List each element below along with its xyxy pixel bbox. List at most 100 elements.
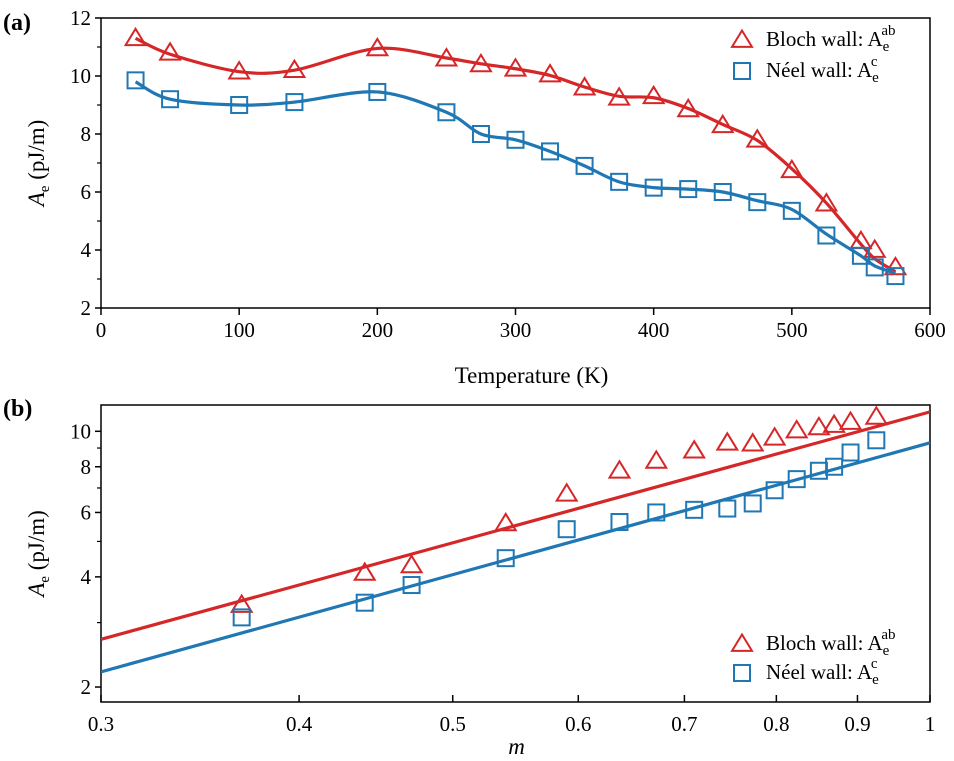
data-point: [682, 439, 706, 459]
data-point: [161, 90, 180, 109]
data-point: [158, 41, 182, 61]
x-tick-label: 100: [223, 318, 255, 342]
data-point: [718, 499, 737, 518]
y-tick-label: 2: [81, 675, 92, 699]
data-point: [679, 180, 698, 199]
y-tick-label: 4: [81, 565, 92, 589]
x-axis-title: m: [508, 734, 525, 759]
data-point: [743, 494, 762, 513]
x-tick-label: 1: [925, 712, 936, 736]
x-tick-label: 0.4: [286, 712, 313, 736]
data-point: [471, 125, 490, 143]
x-tick-label: 600: [914, 318, 946, 342]
x-tick-label: 400: [638, 318, 670, 342]
x-tick-label: 500: [776, 318, 808, 342]
series-neel: [101, 431, 930, 674]
data-point: [784, 419, 809, 439]
data-point: [780, 158, 804, 179]
data-point: [841, 443, 860, 462]
y-tick-label: 10: [70, 64, 91, 88]
panel-label: (a): [3, 10, 31, 36]
x-tick-label: 0.8: [763, 712, 789, 736]
panel-label: (b): [3, 396, 32, 422]
data-point: [506, 130, 525, 149]
data-point: [493, 512, 518, 532]
x-tick-label: 0.9: [844, 712, 870, 736]
y-tick-label: 8: [81, 122, 92, 146]
data-point: [227, 60, 251, 80]
x-tick-label: 0.6: [565, 712, 591, 736]
y-tick-label: 10: [70, 419, 91, 443]
data-point: [610, 172, 629, 191]
y-tick-label: 6: [81, 180, 92, 204]
data-point: [365, 37, 390, 57]
series-neel: [126, 71, 905, 286]
data-point: [814, 192, 839, 212]
data-point: [748, 193, 767, 212]
data-point: [232, 608, 251, 627]
series-bloch: [101, 405, 930, 641]
data-point: [496, 549, 515, 568]
data-point: [399, 553, 424, 574]
data-point: [647, 503, 666, 522]
data-point: [740, 432, 765, 452]
data-point: [355, 593, 374, 612]
legend-entry-1: Néel wall: Aec: [766, 54, 879, 86]
chart-panel-a: 0 100 200 300 400 500 600 2 4 6 8 10 12 Temperature (…: [3, 6, 946, 388]
fit-line: [101, 441, 930, 674]
x-tick-label: 200: [362, 318, 394, 342]
data-point: [883, 255, 908, 276]
y-tick-label: 6: [81, 500, 92, 524]
data-point: [541, 142, 560, 161]
y-tick-label: 2: [81, 296, 92, 320]
data-point: [867, 431, 886, 450]
chart-panel-b: 0.3 0.4 0.5 0.6 0.7 0.8 0.9 1 2 4 6 8 10 m Ae (pJ/m) (b…: [3, 396, 935, 759]
data-point: [765, 481, 784, 500]
data-point: [745, 128, 770, 148]
data-point: [865, 258, 884, 277]
data-point: [676, 97, 700, 118]
x-axis-title: Temperature (K): [455, 363, 609, 388]
data-point: [230, 96, 249, 114]
x-tick-label: 0.3: [88, 712, 114, 736]
data-point: [886, 267, 905, 286]
data-point: [126, 71, 145, 90]
data-point: [817, 226, 836, 245]
data-point: [838, 410, 863, 430]
data-point: [123, 26, 148, 47]
x-tick-label: 0: [96, 318, 107, 342]
legend-marker-1: [733, 62, 751, 80]
data-point: [352, 561, 377, 581]
data-point: [685, 500, 704, 519]
legend-entry-1: Néel wall: Aec: [766, 656, 879, 688]
data-point: [851, 246, 870, 265]
data-point: [713, 183, 732, 201]
x-tick-label: 300: [500, 318, 532, 342]
data-point: [554, 482, 579, 502]
data-point: [469, 52, 493, 73]
data-point: [607, 459, 632, 479]
data-point: [282, 58, 307, 79]
y-axis-title: Ae (pJ/m): [24, 510, 53, 599]
data-point: [607, 86, 631, 106]
data-point: [710, 113, 735, 134]
x-tick-label: 0.7: [671, 712, 697, 736]
data-point: [715, 431, 740, 451]
x-tick-label: 0.5: [440, 712, 466, 736]
data-point: [557, 520, 576, 539]
data-point: [285, 93, 304, 112]
y-tick-label: 4: [81, 238, 92, 262]
data-point: [787, 470, 806, 489]
data-point: [402, 576, 421, 595]
data-point: [644, 178, 663, 197]
legend-marker-0: [730, 632, 754, 652]
y-axis-title: Ae (pJ/m): [24, 120, 53, 209]
data-point: [782, 201, 801, 220]
data-point: [572, 76, 597, 96]
data-point: [864, 405, 889, 425]
legend-entry-0: Bloch wall: Aeab: [766, 23, 896, 55]
data-point: [503, 57, 528, 77]
data-point: [644, 449, 669, 469]
